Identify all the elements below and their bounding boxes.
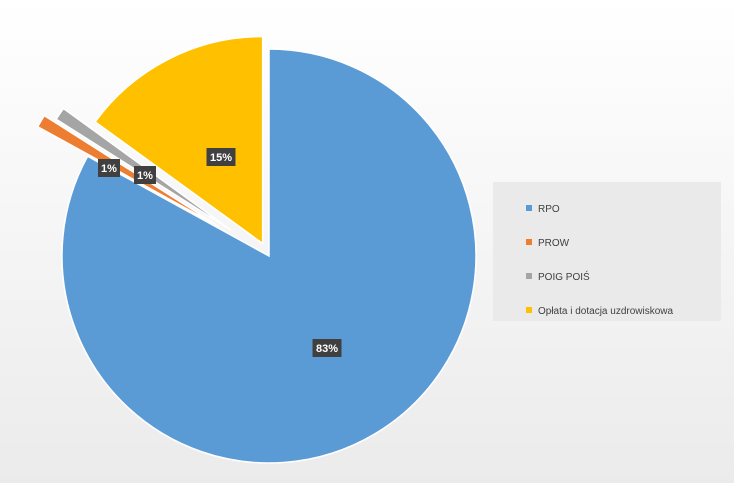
legend-swatch-poig-pois (526, 273, 532, 279)
slice-rpo (61, 48, 477, 464)
legend-label: Opłata i dotacja uzdrowiskowa (538, 305, 674, 317)
legend-swatch-prow (526, 239, 532, 245)
svg-text:1%: 1% (101, 163, 117, 175)
slice-oplata (94, 35, 264, 245)
svg-text:83%: 83% (316, 343, 338, 355)
data-label-prow: 1% (98, 159, 120, 177)
slice-prow (36, 114, 220, 228)
svg-text:15%: 15% (210, 152, 232, 164)
legend-swatch-rpo (526, 205, 532, 211)
legend-swatch-oplata (526, 307, 532, 313)
chart-legend: RPO PROW POIG POIŚ Opłata i dotacja uzdr… (493, 182, 721, 321)
legend-item-rpo: RPO (493, 192, 721, 226)
legend-item-prow: PROW (493, 226, 721, 260)
legend-label: POIG POIŚ (538, 271, 590, 283)
data-label-oplata: 15% (206, 148, 236, 166)
data-label-poig-pois: 1% (134, 166, 156, 184)
legend-item-oplata: Opłata i dotacja uzdrowiskowa (493, 294, 721, 328)
data-label-rpo: 83% (312, 339, 342, 357)
svg-text:1%: 1% (137, 170, 153, 182)
legend-label: PROW (538, 237, 570, 249)
legend-item-poig-pois: POIG POIŚ (493, 260, 721, 294)
legend-label: RPO (538, 203, 560, 215)
